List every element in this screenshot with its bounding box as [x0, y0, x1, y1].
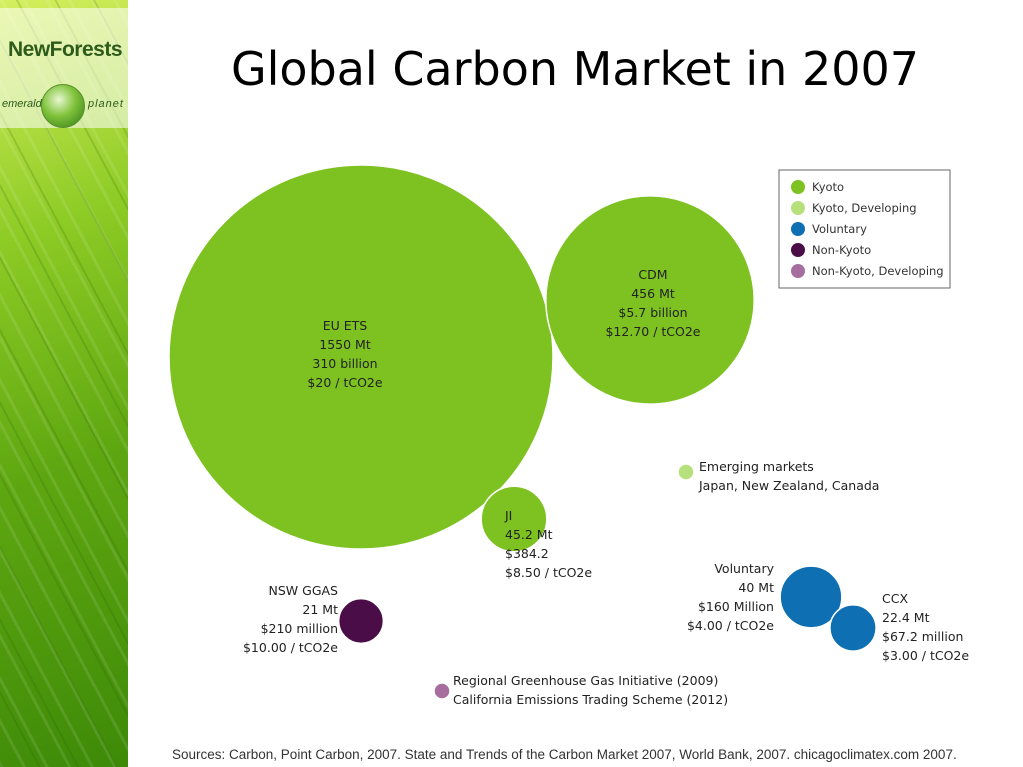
bubble-label-4-line-1: 40 Mt: [738, 580, 774, 595]
bubble-label-1-line-3: $12.70 / tCO2e: [605, 324, 700, 339]
bubble-nsw-ggas: [337, 597, 385, 645]
legend-label-0: Kyoto: [812, 180, 844, 194]
bubble-label-5-line-2: $67.2 million: [882, 629, 963, 644]
bubble-label-6-line-0: NSW GGAS: [269, 583, 339, 598]
legend-marker-0: [791, 180, 805, 194]
bubble-voluntary: [779, 565, 843, 629]
bubble-label-6-line-1: 21 Mt: [302, 602, 338, 617]
bubble-label-1-line-2: $5.7 billion: [618, 305, 687, 320]
bubble-label-3-line-1: Japan, New Zealand, Canada: [698, 478, 879, 493]
bubble-label-4-line-2: $160 Million: [698, 599, 774, 614]
sources-note: Sources: Carbon, Point Carbon, 2007. Sta…: [172, 747, 957, 762]
legend: Kyoto Kyoto, Developing Voluntary Non-Kyoto…: [791, 180, 944, 278]
bubble-ji: [480, 485, 548, 553]
logo: NewForests emerald planet: [0, 8, 128, 128]
logo-right-word: planet: [88, 98, 124, 110]
bubble-regional-greenhouse-gas-initiative-2009-: [433, 682, 451, 700]
legend-box: [778, 169, 951, 289]
logo-brand: NewForests: [7, 38, 123, 61]
legend-marker-1: [791, 201, 805, 215]
bubble-emerging-markets: [677, 463, 695, 481]
bubble-label-7-line-0: Regional Greenhouse Gas Initiative (2009…: [453, 673, 718, 688]
globe-icon: [41, 84, 85, 128]
legend-marker-3: [791, 243, 805, 257]
bubble-label-2-line-1: 45.2 Mt: [505, 527, 553, 542]
bubble-label-6-line-2: $210 million: [261, 621, 338, 636]
bubble-label-5-line-0: CCX: [882, 591, 908, 606]
bubble-label-1-line-1: 456 Mt: [631, 286, 675, 301]
bubble-label-4-line-3: $4.00 / tCO2e: [687, 618, 774, 633]
legend-label-2: Voluntary: [812, 222, 867, 236]
legend-marker-2: [791, 222, 805, 236]
bubble-ccx: [829, 604, 877, 652]
label-layer: EU ETS 1550 Mt 310 billion $20 / tCO2e CDM 45…: [243, 267, 969, 707]
bubble-label-7-line-1: California Emissions Trading Scheme (201…: [453, 692, 728, 707]
logo-left-word: emerald: [2, 98, 42, 110]
bubble-label-5-line-1: 22.4 Mt: [882, 610, 930, 625]
bubble-label-0-line-1: 1550 Mt: [319, 337, 371, 352]
bubble-label-0-line-2: 310 billion: [312, 356, 377, 371]
bubble-label-2-line-0: JI: [504, 508, 512, 523]
legend-label-1: Kyoto, Developing: [812, 201, 917, 215]
bubble-label-1-line-0: CDM: [638, 267, 667, 282]
bubble-layer: [168, 164, 877, 700]
bubble-label-2-line-2: $384.2: [505, 546, 549, 561]
legend-marker-4: [791, 264, 805, 278]
bubble-label-5-line-3: $3.00 / tCO2e: [882, 648, 969, 663]
bubble-label-4-line-0: Voluntary: [714, 561, 774, 576]
leaf-background: NewForests emerald planet: [0, 0, 128, 767]
bubble-cdm: [545, 195, 755, 405]
page-title: Global Carbon Market in 2007: [230, 42, 920, 96]
bubble-label-2-line-3: $8.50 / tCO2e: [505, 565, 592, 580]
legend-label-4: Non-Kyoto, Developing: [812, 264, 944, 278]
bubble-eu-ets: [168, 164, 554, 550]
bubble-label-6-line-3: $10.00 / tCO2e: [243, 640, 338, 655]
legend-label-3: Non-Kyoto: [812, 243, 871, 257]
bubble-label-3-line-0: Emerging markets: [699, 459, 814, 474]
bubble-label-0-line-0: EU ETS: [323, 318, 368, 333]
bubble-label-0-line-3: $20 / tCO2e: [307, 375, 382, 390]
